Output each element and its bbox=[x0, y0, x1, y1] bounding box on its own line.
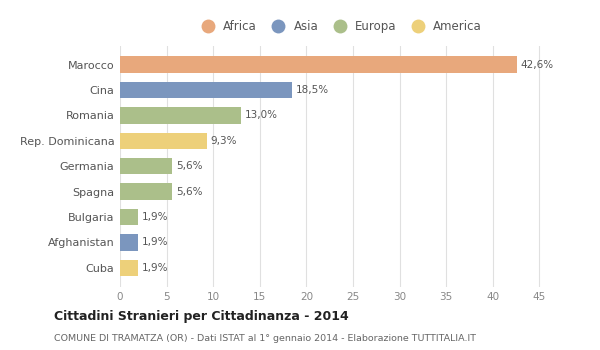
Text: 18,5%: 18,5% bbox=[296, 85, 329, 95]
Bar bbox=[120, 56, 517, 73]
Text: 5,6%: 5,6% bbox=[176, 161, 202, 171]
Text: Cittadini Stranieri per Cittadinanza - 2014: Cittadini Stranieri per Cittadinanza - 2… bbox=[54, 310, 349, 323]
Text: 5,6%: 5,6% bbox=[176, 187, 202, 197]
Bar bbox=[120, 158, 172, 175]
Bar bbox=[120, 183, 172, 200]
Text: COMUNE DI TRAMATZA (OR) - Dati ISTAT al 1° gennaio 2014 - Elaborazione TUTTITALI: COMUNE DI TRAMATZA (OR) - Dati ISTAT al … bbox=[54, 334, 476, 343]
Bar bbox=[120, 107, 241, 124]
Legend: Africa, Asia, Europa, America: Africa, Asia, Europa, America bbox=[196, 20, 482, 33]
Text: 1,9%: 1,9% bbox=[142, 263, 168, 273]
Text: 9,3%: 9,3% bbox=[211, 136, 237, 146]
Bar bbox=[120, 133, 206, 149]
Text: 13,0%: 13,0% bbox=[245, 111, 278, 120]
Text: 1,9%: 1,9% bbox=[142, 212, 168, 222]
Text: 42,6%: 42,6% bbox=[521, 60, 554, 70]
Bar bbox=[120, 209, 138, 225]
Bar bbox=[120, 234, 138, 251]
Text: 1,9%: 1,9% bbox=[142, 237, 168, 247]
Bar bbox=[120, 260, 138, 276]
Bar bbox=[120, 82, 292, 98]
